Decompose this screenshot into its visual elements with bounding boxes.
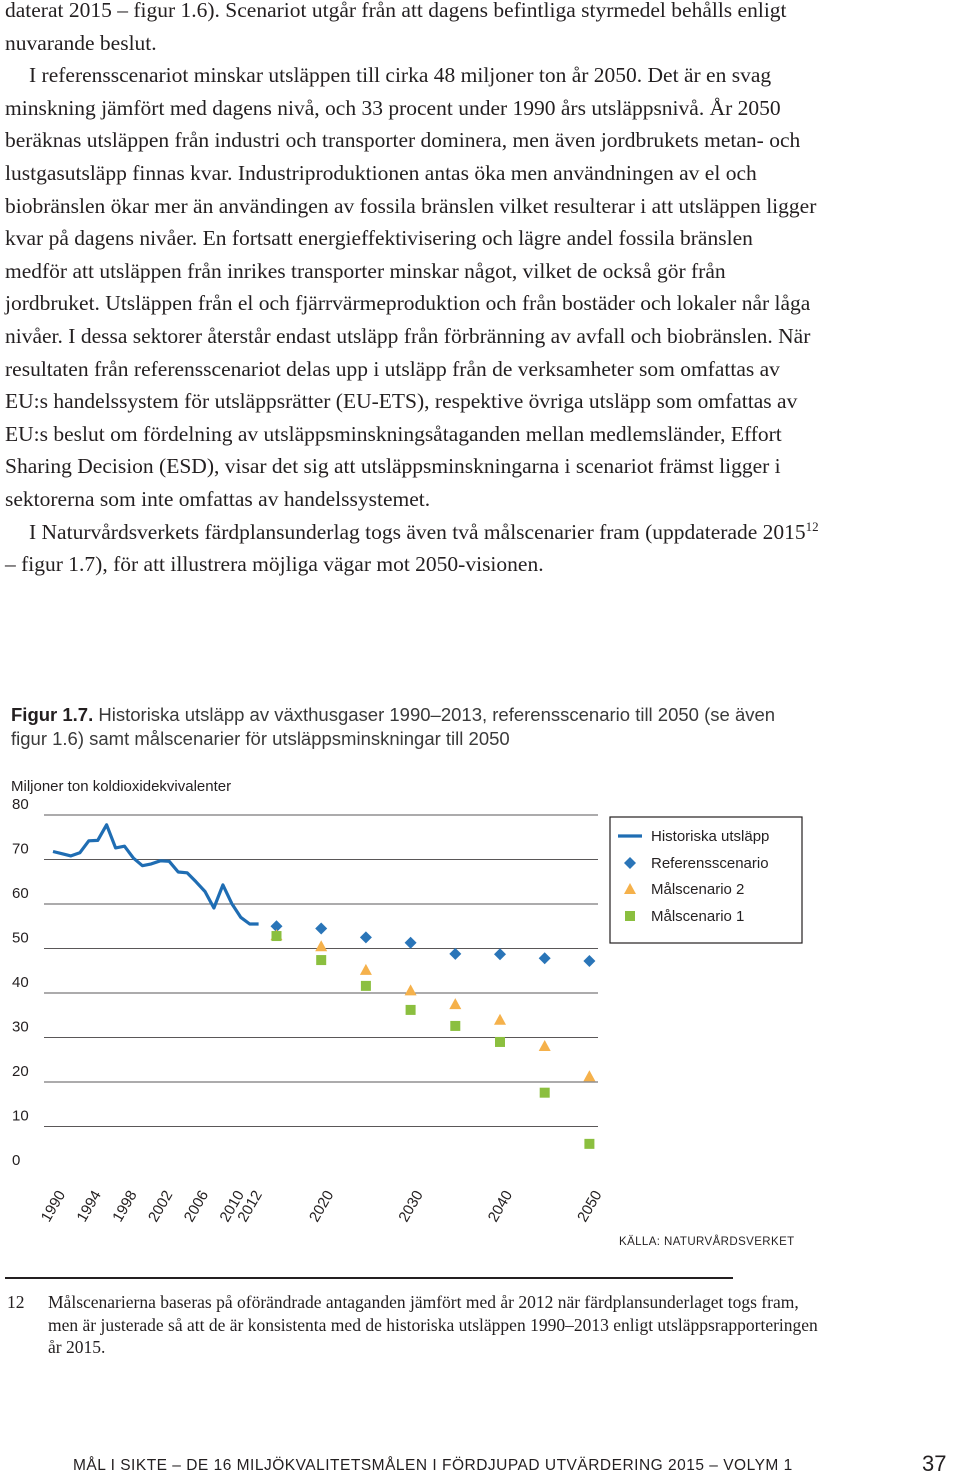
legend-malscenario-2-swatch bbox=[624, 883, 636, 894]
x-tick-label: 2050 bbox=[574, 1188, 605, 1225]
malscenario-1-point bbox=[405, 1004, 416, 1015]
malscenario-2-point bbox=[315, 940, 328, 952]
malscenario-2-point bbox=[449, 998, 462, 1010]
reference-scenario-point bbox=[494, 948, 506, 961]
body-paragraph-2: I referensscenariot minskar utsläppen ti… bbox=[5, 63, 817, 511]
reference-scenario-point bbox=[404, 936, 417, 949]
malscenario-1-point bbox=[360, 980, 371, 991]
footnote-number: 12 bbox=[7, 1292, 25, 1312]
page-number: 37 bbox=[922, 1451, 947, 1476]
figure-label: Figur 1.7. bbox=[11, 704, 94, 725]
x-tick-label: 2040 bbox=[485, 1188, 516, 1225]
y-tick-label: 0 bbox=[12, 1152, 20, 1169]
legend-label: Målscenario 1 bbox=[651, 908, 744, 925]
malscenario-2-point bbox=[583, 1070, 596, 1082]
y-tick-label: 20 bbox=[12, 1063, 29, 1080]
legend-box bbox=[609, 816, 803, 944]
x-tick-label: 1994 bbox=[74, 1188, 105, 1225]
body-paragraph-1: daterat 2015 – figur 1.6). Scenariot utg… bbox=[5, 0, 787, 55]
y-tick-label: 60 bbox=[12, 885, 29, 902]
historic-emissions-line bbox=[52, 823, 259, 926]
figure-caption-text: Historiska utsläpp av växthusgaser 1990–… bbox=[11, 704, 776, 749]
running-footer: MÅL I SIKTE – DE 16 MILJÖKVALITETSMÅLEN … bbox=[73, 1457, 793, 1474]
malscenario-2-point bbox=[404, 984, 417, 996]
body-text: daterat 2015 – figur 1.6). Scenariot utg… bbox=[5, 0, 820, 581]
y-tick-label: 40 bbox=[12, 974, 29, 991]
legend-reference-swatch bbox=[624, 857, 636, 869]
malscenario-2-point bbox=[538, 1039, 551, 1051]
y-tick-label: 70 bbox=[12, 841, 29, 858]
malscenario-2-point bbox=[359, 963, 372, 975]
reference-scenario-point bbox=[583, 954, 596, 967]
y-tick-label: 10 bbox=[12, 1108, 29, 1125]
x-tick-label: 2006 bbox=[181, 1188, 212, 1225]
x-tick-label: 2030 bbox=[395, 1188, 426, 1225]
body-paragraph-3: I Naturvårdsverkets färdplansunderlag to… bbox=[5, 518, 819, 577]
reference-scenario-point bbox=[449, 947, 462, 960]
malscenario-1-point bbox=[271, 931, 282, 942]
reference-scenario-point bbox=[359, 931, 372, 944]
reference-scenario-point bbox=[315, 922, 328, 935]
malscenario-2-point bbox=[494, 1013, 506, 1025]
legend-label: Historiska utsläpp bbox=[651, 828, 769, 845]
y-tick-label: 80 bbox=[12, 796, 29, 813]
malscenario-1-point bbox=[539, 1087, 550, 1098]
malscenario-1-point bbox=[495, 1036, 505, 1047]
legend-malscenario-1-swatch bbox=[625, 911, 635, 921]
footnote: 12 Målscenarierna baseras på oförändrade… bbox=[5, 1291, 825, 1359]
emissions-chart: Miljoner ton koldioxidekvivalenter010203… bbox=[11, 778, 803, 1248]
malscenario-1-point bbox=[584, 1138, 595, 1149]
legend-label: Målscenario 2 bbox=[651, 881, 744, 898]
malscenario-1-point bbox=[316, 955, 327, 966]
x-tick-label: 2020 bbox=[306, 1188, 337, 1225]
chart-source: KÄLLA: NATURVÅRDSVERKET bbox=[619, 1235, 795, 1248]
y-axis-label: Miljoner ton koldioxidekvivalenter bbox=[11, 778, 231, 795]
footnote-text: Målscenarierna baseras på oförändrade an… bbox=[48, 1292, 818, 1357]
y-tick-label: 30 bbox=[12, 1019, 29, 1036]
reference-scenario-point bbox=[270, 920, 283, 933]
y-tick-label: 50 bbox=[12, 930, 29, 947]
reference-scenario-point bbox=[538, 952, 551, 965]
x-tick-label: 1998 bbox=[109, 1188, 140, 1225]
figure-caption: Figur 1.7. Historiska utsläpp av växthus… bbox=[11, 703, 811, 751]
x-tick-label: 2002 bbox=[145, 1188, 176, 1225]
legend-label: Referensscenario bbox=[651, 855, 769, 872]
footnote-divider bbox=[5, 1277, 733, 1279]
malscenario-1-point bbox=[450, 1020, 461, 1031]
x-tick-label: 1990 bbox=[38, 1188, 69, 1225]
